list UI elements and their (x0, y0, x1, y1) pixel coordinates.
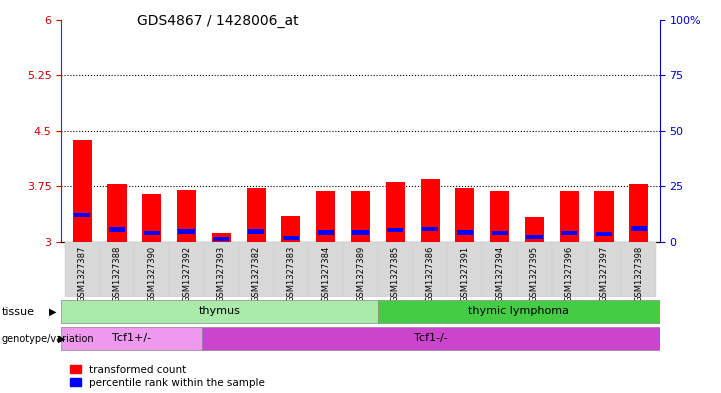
Bar (526, 235, 543, 239)
Bar (248, 229, 265, 233)
Bar (629, 184, 648, 242)
Text: GSM1327383: GSM1327383 (286, 246, 296, 303)
Text: GSM1327387: GSM1327387 (78, 246, 87, 303)
Text: genotype/variation: genotype/variation (1, 334, 94, 344)
Bar (99, 242, 134, 297)
Bar (247, 188, 266, 242)
Bar (587, 242, 622, 297)
Bar (239, 242, 273, 297)
Text: GDS4867 / 1428006_at: GDS4867 / 1428006_at (137, 14, 298, 28)
Text: ▶: ▶ (58, 334, 65, 344)
Text: GSM1327398: GSM1327398 (634, 246, 643, 302)
Text: GSM1327392: GSM1327392 (182, 246, 191, 302)
Bar (378, 242, 412, 297)
Bar (490, 191, 509, 242)
Bar (386, 182, 405, 242)
Bar (631, 226, 647, 231)
Text: GSM1327382: GSM1327382 (252, 246, 260, 302)
Bar (204, 242, 239, 297)
Bar (448, 242, 482, 297)
Bar (169, 242, 204, 297)
Bar (525, 217, 544, 242)
Bar (378, 300, 660, 323)
Text: GSM1327395: GSM1327395 (530, 246, 539, 302)
Bar (353, 230, 368, 235)
Bar (422, 226, 438, 231)
Text: GSM1327390: GSM1327390 (147, 246, 156, 302)
Bar (412, 242, 448, 297)
Bar (595, 191, 614, 242)
Text: GSM1327389: GSM1327389 (356, 246, 365, 302)
Text: GSM1327391: GSM1327391 (461, 246, 469, 302)
Text: thymus: thymus (199, 306, 241, 316)
Bar (107, 184, 126, 242)
Bar (143, 231, 160, 235)
Bar (552, 242, 587, 297)
Text: GSM1327397: GSM1327397 (600, 246, 609, 302)
Text: thymic lymphoma: thymic lymphoma (469, 306, 570, 316)
Text: Tcf1-/-: Tcf1-/- (414, 333, 448, 343)
Bar (213, 237, 229, 241)
Bar (283, 236, 299, 240)
Bar (65, 242, 99, 297)
Text: GSM1327385: GSM1327385 (391, 246, 399, 302)
Text: GSM1327396: GSM1327396 (565, 246, 574, 302)
Bar (212, 233, 231, 242)
Bar (420, 179, 440, 242)
Bar (61, 327, 202, 351)
Bar (273, 242, 309, 297)
Bar (73, 140, 92, 242)
Bar (596, 232, 612, 236)
Bar (482, 242, 517, 297)
Bar (492, 231, 508, 235)
Bar (61, 300, 378, 323)
Bar (109, 228, 125, 232)
Legend: transformed count, percentile rank within the sample: transformed count, percentile rank withi… (70, 365, 265, 388)
Bar (387, 228, 404, 232)
Bar (142, 194, 162, 242)
Text: GSM1327384: GSM1327384 (322, 246, 330, 302)
Bar (456, 230, 473, 235)
Bar (281, 216, 301, 242)
Bar (177, 190, 196, 242)
Bar (317, 230, 334, 235)
Bar (202, 327, 660, 351)
Bar (316, 191, 335, 242)
Bar (561, 231, 578, 235)
Bar (455, 188, 474, 242)
Bar (178, 230, 195, 234)
Text: GSM1327394: GSM1327394 (495, 246, 504, 302)
Bar (559, 191, 579, 242)
Text: Tcf1+/-: Tcf1+/- (112, 333, 151, 343)
Text: GSM1327388: GSM1327388 (112, 246, 121, 303)
Bar (343, 242, 378, 297)
Bar (351, 191, 370, 242)
Bar (309, 242, 343, 297)
Text: tissue: tissue (1, 307, 35, 317)
Text: ▶: ▶ (49, 307, 56, 317)
Bar (622, 242, 656, 297)
Bar (74, 213, 90, 217)
Text: GSM1327386: GSM1327386 (425, 246, 435, 303)
Bar (517, 242, 552, 297)
Bar (134, 242, 169, 297)
Text: GSM1327393: GSM1327393 (217, 246, 226, 302)
